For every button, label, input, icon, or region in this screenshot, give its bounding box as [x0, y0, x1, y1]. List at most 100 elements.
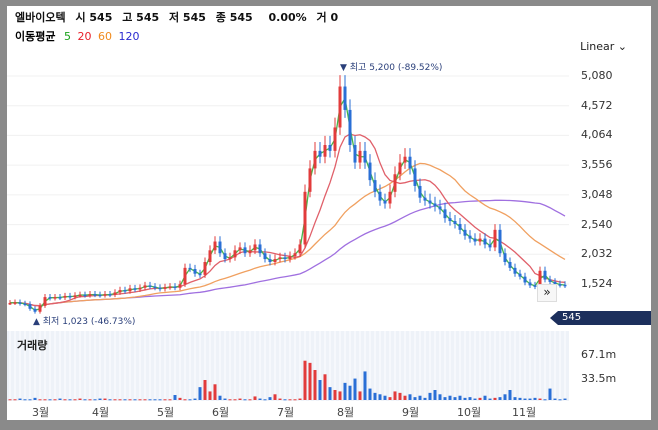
volume-bar	[518, 397, 522, 400]
month-label: 4월	[92, 406, 110, 419]
candle	[238, 247, 242, 251]
volume-bar	[483, 395, 487, 400]
price-tick: 4,064	[581, 128, 613, 142]
volume-bar	[488, 398, 492, 400]
volume-bar	[438, 394, 442, 400]
candle	[453, 221, 457, 224]
volume-bar	[523, 398, 527, 400]
candle	[473, 238, 477, 242]
candle	[153, 286, 157, 289]
volume-bar	[143, 399, 147, 401]
volume-bar	[513, 397, 517, 400]
candle	[138, 287, 142, 290]
candle	[418, 185, 422, 198]
price-tick: 1,524	[581, 277, 613, 290]
volume-bar	[263, 399, 267, 401]
volume-bar	[113, 399, 117, 401]
candle	[323, 145, 327, 157]
candle	[268, 259, 272, 263]
volume-bar	[398, 392, 402, 400]
candle	[28, 304, 32, 309]
volume-bar	[88, 399, 92, 401]
volume-bar	[558, 399, 562, 401]
volume-bar	[173, 395, 177, 400]
volume-bar	[118, 399, 122, 401]
change-pct: 0.00%	[268, 11, 307, 24]
candle	[423, 197, 427, 201]
volume-bar	[233, 399, 237, 401]
candle	[53, 297, 57, 299]
scale-mode-dropdown[interactable]: Linear ⌄	[580, 40, 627, 53]
month-label: 7월	[277, 406, 295, 419]
chart-canvas[interactable]	[7, 6, 651, 420]
candle	[208, 250, 212, 263]
volume-bar	[158, 399, 162, 401]
candle	[343, 86, 347, 110]
volume-bar	[503, 394, 507, 400]
current-price-tag: 545	[550, 311, 651, 325]
volume-bar	[548, 388, 552, 400]
volume-bar	[203, 380, 207, 400]
price-tick: 3,556	[581, 158, 613, 172]
candle	[358, 150, 362, 163]
candle	[448, 218, 452, 222]
candle	[278, 257, 282, 260]
volume-bar	[443, 397, 447, 400]
quote-header: 엘바이오텍 시 545 고 545 저 545 종 545 0.00% 거 0	[15, 9, 344, 25]
volume-bar	[458, 395, 462, 400]
candle	[63, 295, 67, 298]
volume-bar	[543, 399, 547, 401]
moving-average-legend[interactable]: 이동평균 5 20 60 120	[15, 28, 142, 44]
volume-bar	[553, 398, 557, 400]
ma-5: 5	[63, 30, 71, 43]
candle	[158, 287, 162, 290]
high-annotation: ▼ 최고 5,200 (-89.52%)	[340, 63, 443, 73]
volume-bar	[138, 399, 142, 401]
candle	[403, 156, 407, 163]
volume-bar	[353, 378, 357, 400]
volume-bar	[38, 399, 42, 401]
candle	[263, 253, 267, 260]
volume-bar	[208, 391, 212, 400]
stock-name: 엘바이오텍	[15, 11, 66, 24]
candle	[538, 270, 542, 287]
candle	[393, 174, 397, 192]
candle	[383, 200, 387, 204]
volume-bar	[168, 399, 172, 401]
candle	[283, 257, 287, 260]
volume-bar	[13, 399, 17, 401]
candle	[183, 267, 187, 285]
scroll-to-latest-button[interactable]: »	[537, 284, 557, 302]
candle	[498, 229, 502, 254]
volume-bar	[223, 398, 227, 400]
ma-60: 60	[97, 30, 112, 43]
candle	[108, 294, 112, 296]
candle	[493, 229, 497, 248]
volume-bar	[508, 390, 512, 400]
candle	[308, 168, 312, 192]
scale-mode-label: Linear	[580, 40, 615, 53]
volume-bar	[183, 399, 187, 401]
candle	[68, 295, 72, 298]
volume-tick: 67.1m	[581, 348, 617, 361]
candle	[218, 241, 222, 254]
candle	[33, 308, 37, 312]
volume-bar	[63, 399, 67, 401]
candle	[118, 290, 122, 293]
volume-bar	[463, 397, 467, 400]
candle	[318, 150, 322, 157]
candle	[13, 302, 17, 304]
candle	[428, 200, 432, 204]
candle	[228, 257, 232, 260]
volume-bar	[23, 399, 27, 401]
candle	[223, 253, 227, 260]
stock-chart-window: 엘바이오텍 시 545 고 545 저 545 종 545 0.00% 거 0 …	[7, 6, 651, 420]
candle	[128, 288, 132, 292]
volume-value: 거 0	[316, 11, 339, 24]
volume-bar	[53, 399, 57, 401]
volume-bar	[253, 396, 257, 400]
volume-bar	[33, 397, 37, 400]
low-annotation: ▲ 최저 1,023 (-46.73%)	[33, 317, 136, 327]
candle	[273, 259, 277, 263]
candle	[148, 285, 152, 287]
